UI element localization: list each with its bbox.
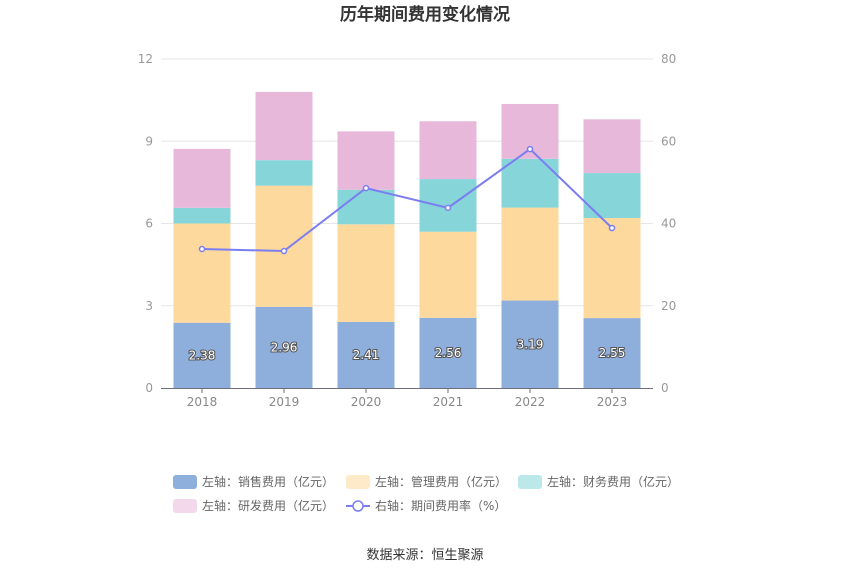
bar-segment	[501, 207, 559, 301]
bar-value-label: 2.56	[435, 346, 462, 360]
chart-title: 历年期间费用变化情况	[340, 4, 510, 25]
legend: 左轴：销售费用（亿元） 左轴：管理费用（亿元） 左轴：财务费用（亿元） 左轴：研发费用…	[173, 474, 679, 513]
bar-segment	[583, 119, 641, 174]
rate-line-point	[526, 145, 534, 153]
bar-value-label: 3.19	[517, 337, 544, 351]
x-axis-tick: 2018	[187, 395, 218, 409]
source-text: 数据来源：恒生聚源	[366, 548, 483, 563]
x-axis-tick: 2019	[269, 395, 300, 409]
left-axis-ticks: 0 3 6 9 12	[138, 52, 153, 395]
legend-label: 左轴：销售费用（亿元）	[202, 474, 334, 489]
x-axis: 2018 2019 2020 2021 2022 2023	[161, 388, 653, 409]
bar-segment	[337, 321, 395, 388]
legend-swatch	[173, 475, 197, 489]
x-axis-tick: 2023	[597, 395, 628, 409]
right-axis-tick: 60	[661, 134, 676, 148]
legend-swatch	[173, 499, 197, 513]
bar-segment	[337, 189, 395, 225]
rate-line-point	[444, 204, 452, 212]
bar-segment	[419, 121, 477, 180]
bar-segment	[173, 223, 231, 323]
bar-segment	[337, 131, 395, 190]
bar-segment	[173, 148, 231, 208]
bar-segment	[173, 322, 231, 388]
right-axis-tick: 40	[661, 217, 676, 231]
legend-swatch	[346, 475, 370, 489]
legend-label: 左轴：财务费用（亿元）	[547, 474, 679, 489]
rate-line-path	[201, 147, 613, 253]
bar-segment	[583, 173, 641, 219]
rate-line-point	[362, 184, 370, 192]
right-axis-tick: 0	[661, 381, 669, 395]
legend-label: 左轴：研发费用（亿元）	[202, 498, 334, 513]
bar-segment	[255, 185, 313, 307]
bars	[173, 91, 641, 388]
bar-segment	[501, 158, 559, 208]
rate-line-point	[280, 247, 288, 255]
right-axis-ticks: 0 20 40 60 80	[661, 52, 676, 395]
bar-value-label: 2.55	[599, 346, 626, 360]
bar-segment	[419, 317, 477, 388]
left-axis-tick: 9	[145, 134, 153, 148]
bar-segment	[173, 207, 231, 224]
legend-label: 左轴：管理费用（亿元）	[375, 474, 507, 489]
bar-segment	[255, 91, 313, 161]
left-axis-tick: 3	[145, 299, 153, 313]
x-axis-tick: 2022	[515, 395, 546, 409]
bar-value-label: 2.41	[353, 348, 380, 362]
bar-segment	[419, 231, 477, 318]
bar-labels: 2.38 2.96 2.41 2.56 3.19 2.55	[188, 336, 627, 363]
bar-segment	[501, 300, 559, 388]
bar-segment	[583, 218, 641, 319]
grid	[161, 58, 653, 307]
left-axis-tick: 0	[145, 381, 153, 395]
right-axis-tick: 20	[661, 299, 676, 313]
bar-segment	[337, 224, 395, 322]
legend-swatch	[518, 475, 542, 489]
left-axis-tick: 6	[145, 217, 153, 231]
bar-segment	[255, 160, 313, 186]
bar-segment	[583, 318, 641, 388]
rate-line	[198, 145, 616, 255]
rate-line-point	[198, 245, 206, 253]
rate-line-point	[608, 224, 616, 232]
right-axis-tick: 80	[661, 52, 676, 66]
x-axis-tick: 2020	[351, 395, 382, 409]
bar-value-label: 2.38	[189, 348, 216, 362]
x-axis-tick: 2021	[433, 395, 464, 409]
legend-swatch-marker	[352, 500, 364, 512]
bar-segment	[255, 306, 313, 388]
bar-value-label: 2.96	[271, 340, 298, 354]
legend-label: 右轴：期间费用率（%）	[375, 498, 506, 513]
left-axis-tick: 12	[138, 52, 153, 66]
